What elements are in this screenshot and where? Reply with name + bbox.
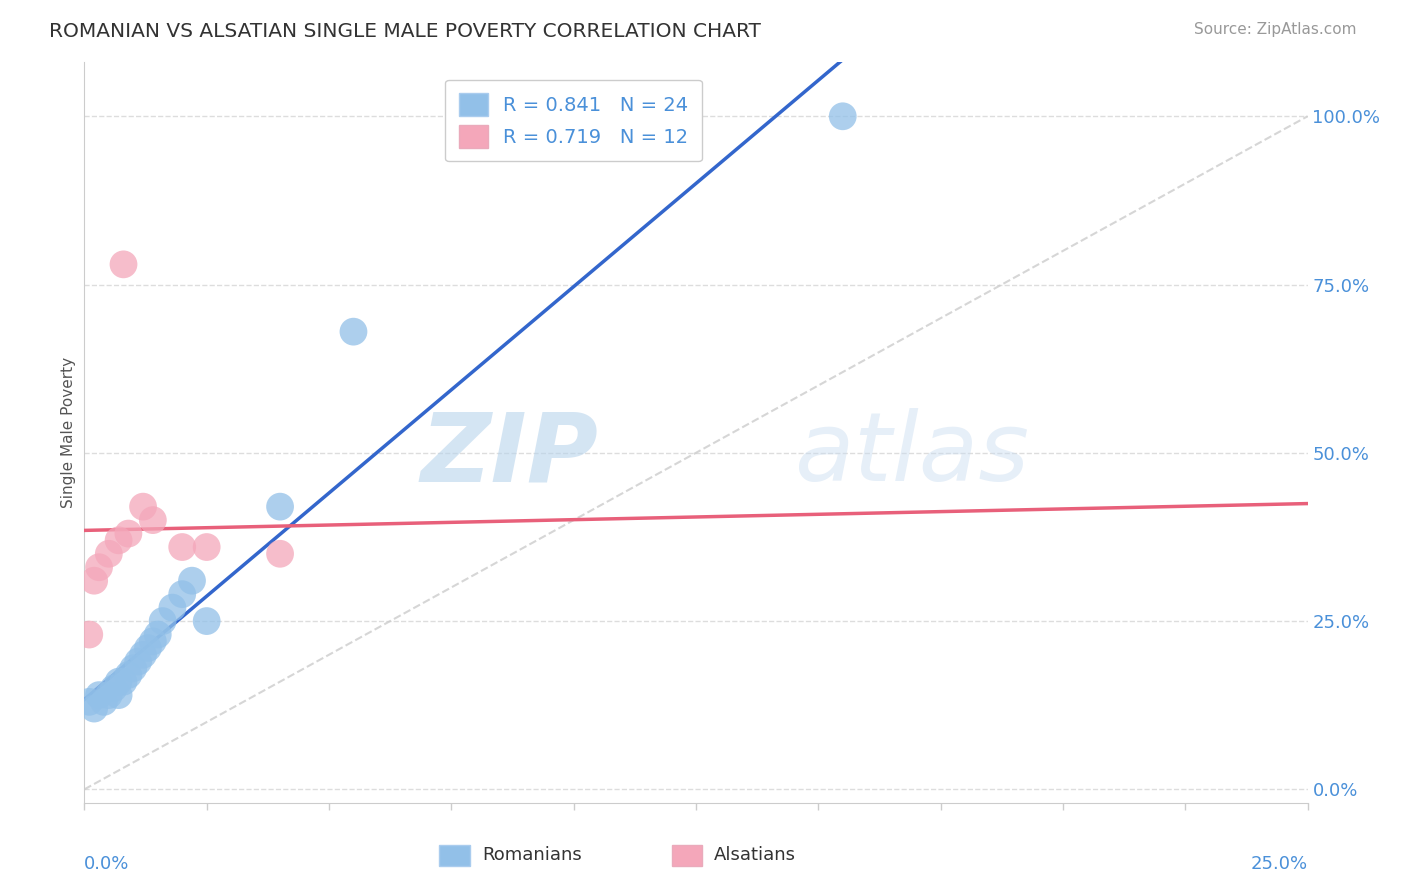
- Point: [107, 688, 129, 702]
- Point: [152, 614, 174, 628]
- Point: [77, 695, 100, 709]
- Point: [103, 681, 125, 696]
- Y-axis label: Single Male Poverty: Single Male Poverty: [60, 357, 76, 508]
- FancyBboxPatch shape: [672, 845, 702, 866]
- Point: [142, 513, 165, 527]
- Text: 25.0%: 25.0%: [1250, 855, 1308, 872]
- Point: [87, 560, 110, 574]
- Point: [122, 661, 145, 675]
- Point: [132, 500, 155, 514]
- Point: [162, 600, 184, 615]
- Point: [172, 587, 194, 601]
- Point: [269, 547, 291, 561]
- Point: [93, 695, 115, 709]
- Legend: R = 0.841   N = 24, R = 0.719   N = 12: R = 0.841 N = 24, R = 0.719 N = 12: [446, 79, 702, 161]
- Point: [146, 627, 169, 641]
- Point: [83, 701, 105, 715]
- Point: [342, 325, 364, 339]
- Point: [195, 614, 218, 628]
- Point: [127, 655, 149, 669]
- Point: [117, 668, 139, 682]
- Text: 0.0%: 0.0%: [84, 855, 129, 872]
- Point: [83, 574, 105, 588]
- Point: [181, 574, 204, 588]
- Point: [97, 688, 120, 702]
- Point: [136, 640, 159, 655]
- Point: [112, 257, 135, 271]
- Text: atlas: atlas: [794, 409, 1029, 501]
- Point: [112, 674, 135, 689]
- Point: [97, 547, 120, 561]
- Point: [269, 500, 291, 514]
- Point: [107, 674, 129, 689]
- Text: ROMANIAN VS ALSATIAN SINGLE MALE POVERTY CORRELATION CHART: ROMANIAN VS ALSATIAN SINGLE MALE POVERTY…: [49, 22, 761, 41]
- Point: [142, 634, 165, 648]
- Text: ZIP: ZIP: [420, 409, 598, 501]
- Point: [132, 648, 155, 662]
- Point: [195, 540, 218, 554]
- Text: Romanians: Romanians: [482, 847, 582, 864]
- Point: [77, 627, 100, 641]
- Text: Alsatians: Alsatians: [714, 847, 796, 864]
- Point: [831, 109, 853, 123]
- Point: [117, 526, 139, 541]
- Point: [87, 688, 110, 702]
- Point: [107, 533, 129, 548]
- Point: [172, 540, 194, 554]
- FancyBboxPatch shape: [439, 845, 470, 866]
- Text: Source: ZipAtlas.com: Source: ZipAtlas.com: [1194, 22, 1357, 37]
